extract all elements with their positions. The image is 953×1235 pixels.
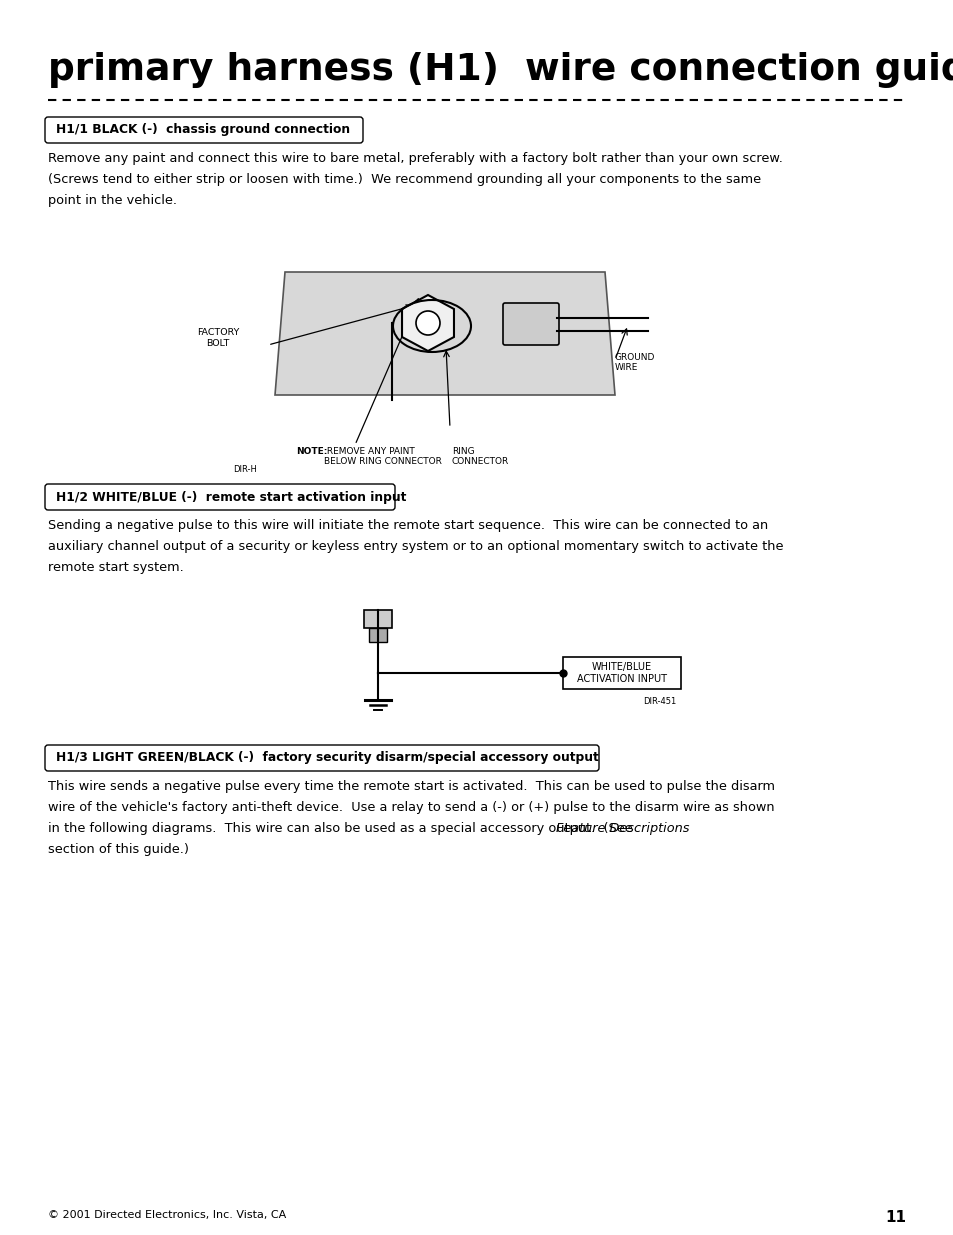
FancyBboxPatch shape	[502, 303, 558, 345]
Text: 11: 11	[884, 1210, 905, 1225]
Text: auxiliary channel output of a security or keyless entry system or to an optional: auxiliary channel output of a security o…	[48, 540, 782, 553]
Text: H1/1 BLACK (-)  chassis ground connection: H1/1 BLACK (-) chassis ground connection	[56, 124, 350, 137]
Text: section of this guide.): section of this guide.)	[48, 844, 189, 856]
Text: wire of the vehicle's factory anti-theft device.  Use a relay to send a (-) or (: wire of the vehicle's factory anti-theft…	[48, 802, 774, 814]
Text: Sending a negative pulse to this wire will initiate the remote start sequence.  : Sending a negative pulse to this wire wi…	[48, 519, 767, 532]
Text: This wire sends a negative pulse every time the remote start is activated.  This: This wire sends a negative pulse every t…	[48, 781, 774, 793]
Circle shape	[416, 311, 439, 335]
FancyBboxPatch shape	[364, 610, 392, 629]
Text: FACTORY
BOLT: FACTORY BOLT	[196, 329, 239, 348]
Text: GROUND
WIRE: GROUND WIRE	[615, 353, 655, 373]
FancyBboxPatch shape	[45, 745, 598, 771]
Text: WHITE/BLUE
ACTIVATION INPUT: WHITE/BLUE ACTIVATION INPUT	[577, 662, 666, 684]
Text: DIR-451: DIR-451	[642, 697, 676, 706]
FancyBboxPatch shape	[562, 657, 680, 689]
Polygon shape	[274, 272, 615, 395]
Text: Feature Descriptions: Feature Descriptions	[556, 823, 689, 835]
Text: in the following diagrams.  This wire can also be used as a special accessory ou: in the following diagrams. This wire can…	[48, 823, 637, 835]
Text: (Screws tend to either strip or loosen with time.)  We recommend grounding all y: (Screws tend to either strip or loosen w…	[48, 173, 760, 186]
Polygon shape	[401, 295, 454, 351]
Text: remote start system.: remote start system.	[48, 561, 184, 574]
Text: Remove any paint and connect this wire to bare metal, preferably with a factory : Remove any paint and connect this wire t…	[48, 152, 782, 165]
FancyBboxPatch shape	[45, 117, 363, 143]
Text: RING
CONNECTOR: RING CONNECTOR	[452, 447, 509, 467]
Text: REMOVE ANY PAINT
BELOW RING CONNECTOR: REMOVE ANY PAINT BELOW RING CONNECTOR	[324, 447, 441, 467]
Text: DIR-H: DIR-H	[233, 466, 256, 474]
Text: H1/2 WHITE/BLUE (-)  remote start activation input: H1/2 WHITE/BLUE (-) remote start activat…	[56, 490, 406, 504]
Text: H1/3 LIGHT GREEN/BLACK (-)  factory security disarm/special accessory output: H1/3 LIGHT GREEN/BLACK (-) factory secur…	[56, 752, 598, 764]
Text: point in the vehicle.: point in the vehicle.	[48, 194, 177, 207]
FancyBboxPatch shape	[369, 629, 387, 642]
Text: © 2001 Directed Electronics, Inc. Vista, CA: © 2001 Directed Electronics, Inc. Vista,…	[48, 1210, 286, 1220]
Text: NOTE:: NOTE:	[295, 447, 327, 456]
Text: primary harness (H1)  wire connection guide: primary harness (H1) wire connection gui…	[48, 52, 953, 88]
FancyBboxPatch shape	[45, 484, 395, 510]
